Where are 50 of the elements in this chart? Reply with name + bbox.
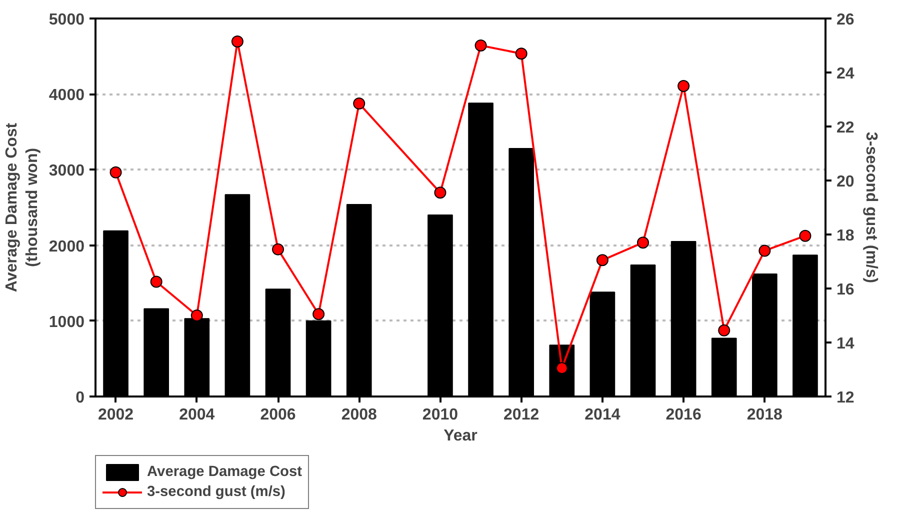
y-tick-label: 4000 (48, 87, 85, 104)
y-tick-label: 0 (76, 390, 85, 406)
x-tick-label: 2006 (260, 406, 296, 424)
point (110, 166, 122, 178)
x-tick-label: 2008 (341, 406, 378, 424)
y-tick-label: 3000 (48, 162, 85, 180)
y2-tick-label: 26 (836, 12, 854, 28)
y2-tick-label: 12 (836, 390, 854, 406)
y-tick-label: 1000 (48, 314, 85, 331)
point (637, 236, 649, 249)
legend-label: Average Damage Cost (147, 464, 302, 480)
y2-tick-label: 24 (836, 66, 854, 82)
point (596, 254, 608, 266)
point (272, 243, 284, 256)
point (353, 98, 366, 110)
point (474, 40, 487, 52)
point (231, 35, 244, 48)
y2-tick-label: 14 (836, 336, 854, 352)
point (556, 362, 568, 374)
bar (224, 194, 250, 396)
point (718, 324, 730, 336)
x-tick-label: 2004 (179, 406, 215, 424)
y2-axis-title: 3-second gust (m/s) (862, 132, 880, 284)
bar (144, 308, 169, 396)
x-tick-label: 2002 (98, 406, 134, 424)
point (515, 48, 528, 60)
point (758, 244, 771, 257)
point (312, 308, 325, 320)
x-tick-label: 2016 (666, 406, 702, 424)
x-tick-label: 2012 (504, 406, 540, 424)
point (190, 310, 203, 322)
y-axis-title: Average Damage Cost (thousand won) (4, 122, 41, 292)
x-tick-label: 2018 (746, 406, 783, 424)
legend-label: 3-second gust (m/s) (147, 484, 286, 500)
y-tick-label: 5000 (48, 12, 85, 28)
x-axis-title: Year (444, 428, 478, 444)
point (150, 276, 162, 288)
bar (468, 102, 494, 396)
y2-tick-label: 16 (836, 282, 854, 298)
bar (630, 264, 656, 396)
y2-tick-label: 20 (836, 174, 854, 190)
y2-tick-label: 18 (836, 228, 854, 244)
point (434, 186, 446, 199)
y-tick-label: 2000 (48, 238, 85, 256)
bar (792, 254, 818, 396)
x-tick-label: 2014 (584, 406, 620, 424)
point (678, 80, 690, 92)
point (799, 230, 812, 242)
y2-tick-label: 22 (836, 120, 854, 136)
x-tick-label: 2010 (422, 406, 458, 424)
